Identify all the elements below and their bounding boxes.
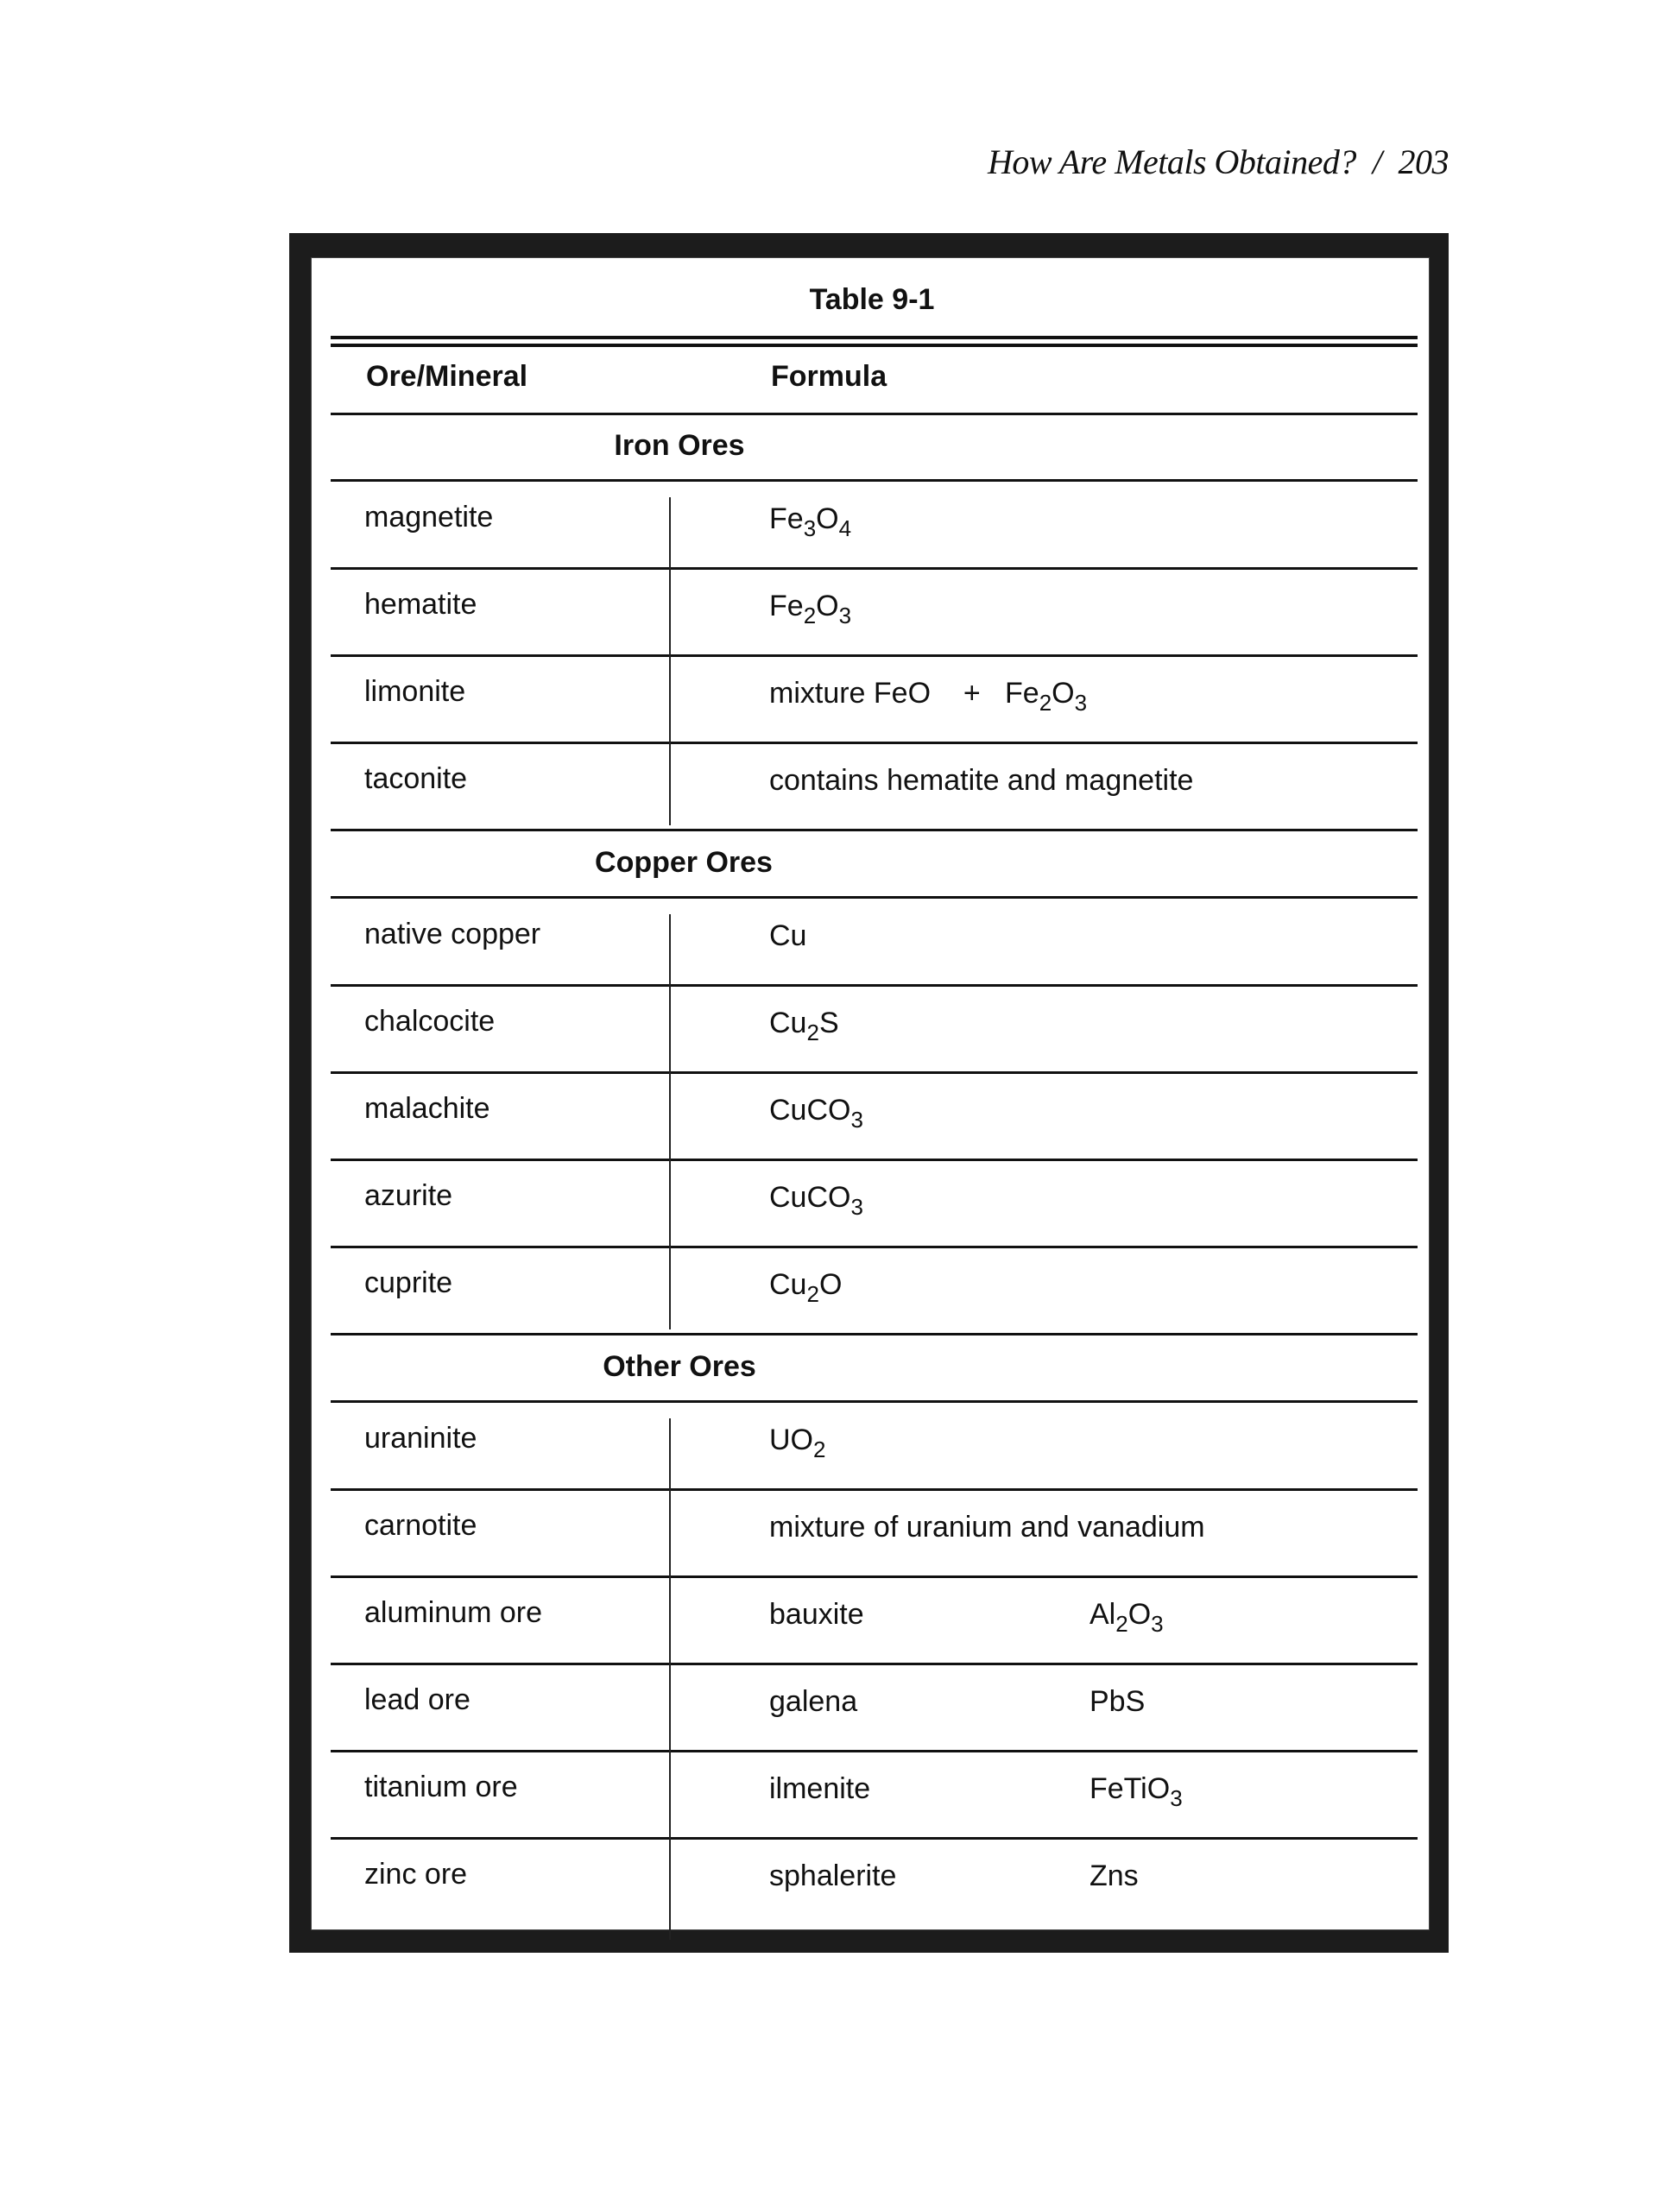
title-rule-bottom <box>331 344 1418 347</box>
row-rule <box>331 1575 1418 1578</box>
formula-cell: mixture FeO + Fe2O3 <box>769 677 1088 716</box>
column-header-ore-mineral: Ore/Mineral <box>366 360 528 393</box>
row-rule <box>331 1663 1418 1665</box>
formula-cell: CuCO3 <box>769 1094 863 1133</box>
table-frame <box>289 233 1449 1953</box>
section-rule <box>331 896 1418 899</box>
ore-name-cell: azurite <box>364 1179 453 1212</box>
mineral-cell: sphalerite <box>769 1860 897 1892</box>
ore-name-cell: cuprite <box>364 1266 453 1299</box>
ore-name-cell: zinc ore <box>364 1858 468 1891</box>
row-rule <box>331 654 1418 657</box>
row-rule <box>331 1246 1418 1248</box>
table-row <box>331 482 1418 569</box>
row-rule <box>331 1837 1418 1840</box>
ore-name-cell: carnotite <box>364 1509 477 1542</box>
ore-name-cell: titanium ore <box>364 1771 518 1803</box>
formula-cell: Al2O3 <box>1089 1598 1164 1637</box>
formula-cell: Zns <box>1089 1860 1139 1892</box>
table-row <box>331 1247 1418 1335</box>
ore-name-cell: native copper <box>364 918 541 950</box>
column-header-formula: Formula <box>771 360 887 393</box>
row-rule <box>331 1488 1418 1491</box>
formula-cell: FeTiO3 <box>1089 1772 1183 1811</box>
formula-cell: Cu <box>769 919 807 952</box>
row-rule <box>331 829 1418 831</box>
ore-name-cell: taconite <box>364 762 468 795</box>
formula-cell: PbS <box>1089 1685 1146 1718</box>
section-rule <box>331 1400 1418 1403</box>
column-divider <box>669 1418 671 1940</box>
table-title: Table 9-1 <box>809 283 935 316</box>
row-rule <box>331 567 1418 570</box>
row-rule <box>331 1159 1418 1161</box>
mineral-cell: ilmenite <box>769 1772 871 1805</box>
ore-name-cell: malachite <box>364 1092 490 1125</box>
section-heading: Iron Ores <box>614 429 745 462</box>
table-row <box>331 1664 1418 1752</box>
section-heading: Other Ores <box>603 1350 756 1383</box>
formula-cell: mixture of uranium and vanadium <box>769 1511 1205 1544</box>
mineral-cell: galena <box>769 1685 858 1718</box>
running-head: How Are Metals Obtained? / 203 <box>988 142 1449 181</box>
table-row <box>331 1073 1418 1160</box>
table-row <box>331 1403 1418 1490</box>
ore-name-cell: limonite <box>364 675 466 708</box>
ore-name-cell: aluminum ore <box>364 1596 542 1629</box>
section-rule <box>331 479 1418 482</box>
formula-cell: Fe2O3 <box>769 590 852 628</box>
ore-name-cell: chalcocite <box>364 1005 496 1038</box>
formula-cell: UO2 <box>769 1424 826 1462</box>
table-row <box>331 569 1418 656</box>
row-rule <box>331 984 1418 987</box>
title-rule-top <box>331 336 1418 339</box>
formula-cell: contains hematite and magnetite <box>769 764 1194 797</box>
formula-cell: CuCO3 <box>769 1181 863 1220</box>
formula-cell: Cu2S <box>769 1007 839 1045</box>
row-rule <box>331 742 1418 744</box>
row-rule <box>331 1071 1418 1074</box>
ore-name-cell: lead ore <box>364 1683 471 1716</box>
table-row <box>331 1160 1418 1247</box>
row-rule <box>331 1750 1418 1752</box>
column-divider <box>669 497 671 825</box>
mineral-cell: bauxite <box>769 1598 864 1631</box>
ore-name-cell: magnetite <box>364 501 494 534</box>
ore-name-cell: uraninite <box>364 1422 477 1455</box>
formula-cell: Cu2O <box>769 1268 843 1307</box>
ore-name-cell: hematite <box>364 588 477 621</box>
header-rule <box>331 413 1418 415</box>
formula-cell: Fe3O4 <box>769 502 852 541</box>
row-rule <box>331 1333 1418 1335</box>
column-divider <box>669 914 671 1329</box>
section-heading: Copper Ores <box>595 846 773 879</box>
